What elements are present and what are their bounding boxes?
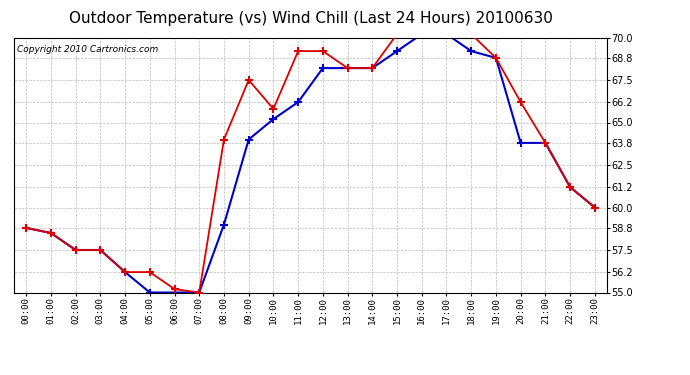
Text: Outdoor Temperature (vs) Wind Chill (Last 24 Hours) 20100630: Outdoor Temperature (vs) Wind Chill (Las… (68, 11, 553, 26)
Text: Copyright 2010 Cartronics.com: Copyright 2010 Cartronics.com (17, 45, 158, 54)
